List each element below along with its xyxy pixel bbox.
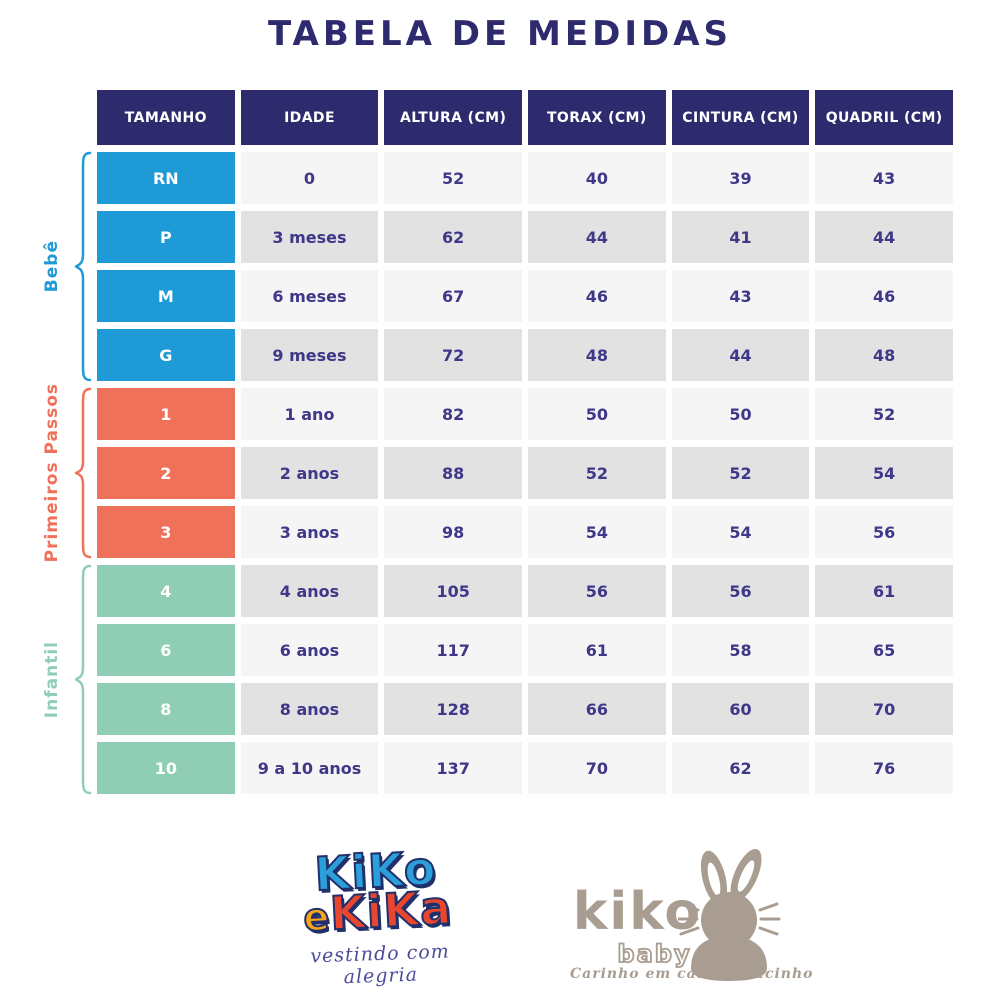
kiko-e-kika-tagline: vestindo com alegria <box>309 940 451 989</box>
measure-cell-hip: 70 <box>815 683 953 735</box>
group-label-infantil-text: Infantil <box>42 640 62 719</box>
measure-cell-chest: 50 <box>528 388 666 440</box>
measure-cell-chest: 44 <box>528 211 666 263</box>
measure-cell-waist: 62 <box>671 742 810 794</box>
kika-logo-text: KiKa <box>328 879 455 941</box>
measure-cell-hip: 43 <box>815 152 953 204</box>
size-cell: 8 <box>97 683 235 735</box>
measure-cell-age: 9 meses <box>240 329 379 381</box>
measure-cell-waist: 56 <box>671 565 810 617</box>
size-cell: 6 <box>97 624 235 676</box>
group-label-bebe-text: Bebê <box>42 240 62 293</box>
measure-cell-chest: 52 <box>528 447 666 499</box>
measure-cell-height: 52 <box>384 152 522 204</box>
measure-cell-chest: 48 <box>528 329 666 381</box>
column-header-0: TAMANHO <box>97 90 235 145</box>
measure-cell-chest: 56 <box>528 565 666 617</box>
measure-cell-waist: 43 <box>671 270 810 322</box>
measure-cell-hip: 46 <box>815 270 953 322</box>
column-header-2: ALTURA (CM) <box>384 90 522 145</box>
measurement-table: TAMANHO IDADE ALTURA (CM) TORAX (CM) CINTURA… <box>97 90 953 794</box>
group-label-infantil: Infantil <box>32 565 72 794</box>
measure-cell-age: 3 meses <box>240 211 379 263</box>
measure-cell-height: 128 <box>384 683 522 735</box>
measure-cell-waist: 54 <box>671 506 810 558</box>
size-cell: P <box>97 211 235 263</box>
measure-cell-waist: 60 <box>671 683 810 735</box>
measure-cell-waist: 39 <box>671 152 810 204</box>
measure-cell-height: 82 <box>384 388 522 440</box>
measure-cell-chest: 46 <box>528 270 666 322</box>
measure-cell-height: 72 <box>384 329 522 381</box>
size-cell: 10 <box>97 742 235 794</box>
measure-cell-hip: 48 <box>815 329 953 381</box>
kika-logo-e: e <box>301 893 332 940</box>
measure-cell-age: 9 a 10 anos <box>240 742 379 794</box>
measurement-table-grid: TAMANHO IDADE ALTURA (CM) TORAX (CM) CINTURA… <box>97 90 953 794</box>
measure-cell-age: 6 anos <box>240 624 379 676</box>
measure-cell-hip: 61 <box>815 565 953 617</box>
kiko-baby-name: kiko <box>572 882 703 942</box>
measure-cell-hip: 44 <box>815 211 953 263</box>
measure-cell-age: 2 anos <box>240 447 379 499</box>
measure-cell-hip: 76 <box>815 742 953 794</box>
measure-cell-chest: 54 <box>528 506 666 558</box>
kiko-e-kika-logo: KiKo eKiKa vestindo com alegria <box>265 840 492 993</box>
infantil-brace-icon <box>74 564 92 795</box>
measure-cell-chest: 66 <box>528 683 666 735</box>
column-header-4: CINTURA (CM) <box>671 90 810 145</box>
group-label-primeiros-passos: Primeiros Passos <box>32 380 72 566</box>
kiko-baby-text-block: kiko baby <box>570 882 705 969</box>
measure-cell-age: 6 meses <box>240 270 379 322</box>
group-label-primeiros-passos-text: Primeiros Passos <box>42 383 62 563</box>
measure-cell-chest: 61 <box>528 624 666 676</box>
kiko-baby-sub: baby <box>616 939 692 969</box>
measure-cell-height: 137 <box>384 742 522 794</box>
kiko-baby-tagline: Carinho em cada pedacinho <box>570 966 814 982</box>
measure-cell-hip: 56 <box>815 506 953 558</box>
measure-cell-waist: 50 <box>671 388 810 440</box>
size-cell: 2 <box>97 447 235 499</box>
page-title: TABELA DE MEDIDAS <box>267 14 733 54</box>
measure-cell-chest: 70 <box>528 742 666 794</box>
measure-cell-height: 98 <box>384 506 522 558</box>
primeiros-passos-brace-icon <box>74 387 92 559</box>
measure-cell-height: 62 <box>384 211 522 263</box>
bebe-brace-icon <box>74 151 92 382</box>
size-cell: 4 <box>97 565 235 617</box>
bunny-icon <box>678 848 781 981</box>
group-label-bebe: Bebê <box>32 152 72 381</box>
measure-cell-age: 3 anos <box>240 506 379 558</box>
size-cell: M <box>97 270 235 322</box>
measure-cell-waist: 44 <box>671 329 810 381</box>
measure-cell-age: 0 <box>240 152 379 204</box>
size-cell: RN <box>97 152 235 204</box>
measure-cell-height: 105 <box>384 565 522 617</box>
measure-cell-height: 117 <box>384 624 522 676</box>
measure-cell-age: 4 anos <box>240 565 379 617</box>
measure-cell-height: 67 <box>384 270 522 322</box>
size-cell: 1 <box>97 388 235 440</box>
measure-cell-height: 88 <box>384 447 522 499</box>
size-cell: G <box>97 329 235 381</box>
column-header-3: TORAX (CM) <box>528 90 666 145</box>
measure-cell-age: 8 anos <box>240 683 379 735</box>
measure-cell-age: 1 ano <box>240 388 379 440</box>
measure-cell-waist: 58 <box>671 624 810 676</box>
size-cell: 3 <box>97 506 235 558</box>
measure-cell-hip: 54 <box>815 447 953 499</box>
measure-cell-waist: 52 <box>671 447 810 499</box>
column-header-5: QUADRIL (CM) <box>815 90 953 145</box>
measure-cell-chest: 40 <box>528 152 666 204</box>
measure-cell-hip: 52 <box>815 388 953 440</box>
measure-cell-hip: 65 <box>815 624 953 676</box>
column-header-1: IDADE <box>240 90 379 145</box>
measure-cell-waist: 41 <box>671 211 810 263</box>
